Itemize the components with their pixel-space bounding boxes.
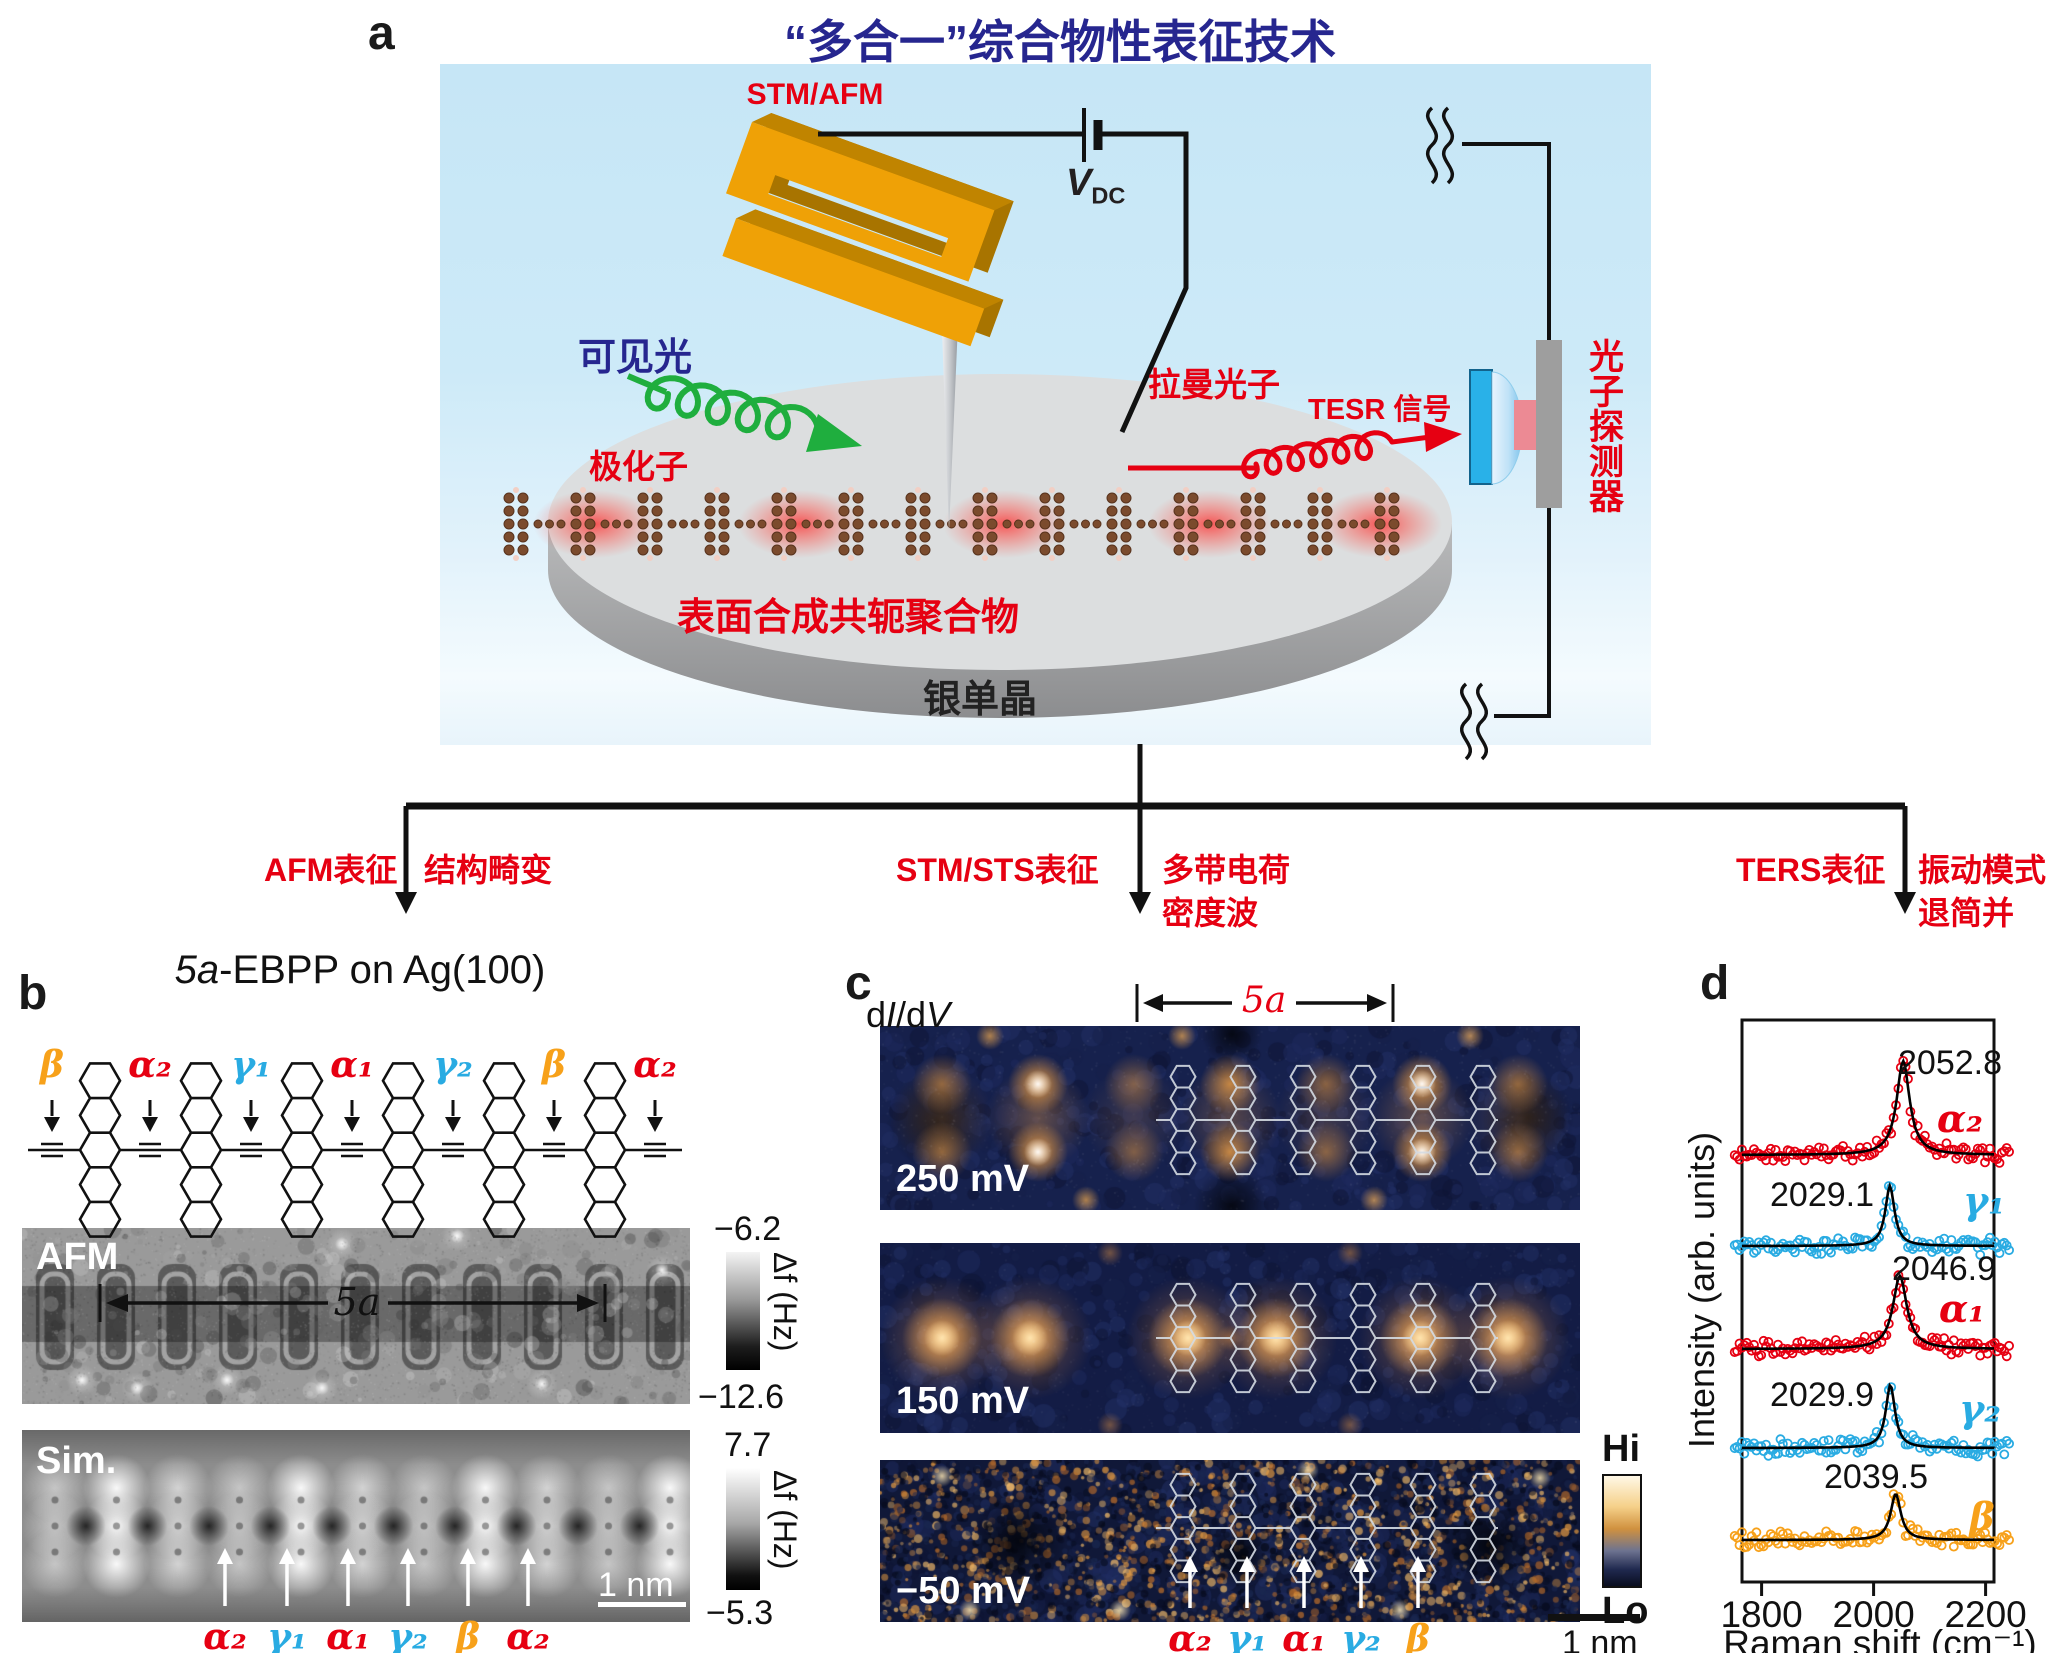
sim-image-tag: Sim.: [36, 1440, 117, 1482]
photon-detector-label: 光子探测器: [1584, 338, 1623, 513]
raman-y-axis-label: Intensity (arb. units): [1681, 1131, 1722, 1449]
site-label: α₂: [633, 1044, 677, 1086]
panel-c-label: c: [845, 957, 873, 1010]
b-bottom-label: β: [456, 1616, 480, 1653]
visible-light-label: 可见光: [578, 337, 693, 379]
c-bottom-label: β: [1406, 1618, 1430, 1653]
mode-name-label: α₂: [1937, 1096, 1983, 1141]
didv-v: V: [926, 994, 951, 1035]
bias-150mv: 150 mV: [896, 1380, 1030, 1422]
panel-a-label: a: [368, 7, 396, 60]
afm-image-tag: AFM: [36, 1236, 119, 1278]
schematic-background: [440, 64, 1651, 745]
unit-cell-span-b: 5a: [333, 1280, 381, 1324]
tick-label: 2000: [1832, 1594, 1915, 1635]
sim-colorbar-min: −5.3: [706, 1594, 774, 1632]
b-bottom-label: α₁: [326, 1616, 370, 1653]
peak-value-label: 2039.5: [1824, 1458, 1928, 1496]
branch-ters-result2: 退简并: [1918, 895, 2015, 931]
bias-subscript: DC: [1091, 182, 1126, 209]
site-label: α₁: [330, 1044, 374, 1086]
peak-value-label: 2052.8: [1898, 1044, 2002, 1082]
mode-name-label: β: [1969, 1494, 1995, 1539]
branch-ters-method: TERS表征: [1736, 852, 1886, 888]
afm-simulation-image: [22, 1430, 690, 1622]
bias-symbol: V: [1066, 162, 1092, 204]
sts-scalebar-text: 1 nm: [1562, 1624, 1638, 1653]
b-bottom-label: γ₂: [388, 1616, 428, 1653]
colorbar-lo-label: Lo: [1602, 1590, 1649, 1632]
raman-x-axis-label: Raman shift (cm⁻¹): [1723, 1623, 2037, 1653]
colorbar-hi-label: Hi: [1602, 1428, 1640, 1470]
sim-colorbar: [726, 1468, 760, 1590]
probe-label: STM/AFM: [746, 78, 884, 111]
peak-value-label: 2046.9: [1892, 1250, 1996, 1288]
tick-label: 1800: [1720, 1594, 1803, 1635]
b-bottom-label: α₂: [506, 1616, 550, 1653]
polaron-label: 极化子: [589, 448, 688, 485]
afm-colorbar: [726, 1252, 760, 1370]
substrate-label: 银单晶: [922, 679, 1038, 721]
panel-d-label: d: [1700, 957, 1731, 1010]
afm-colorbar-min: −12.6: [698, 1378, 785, 1416]
b-bottom-label: γ₁: [267, 1616, 307, 1653]
didv-d2: /d: [896, 994, 927, 1035]
branch-afm-result: 结构畸变: [424, 852, 553, 888]
bias-label: VDC: [1066, 162, 1125, 210]
b-bottom-label: α₂: [203, 1616, 247, 1653]
branch-afm-method: AFM表征: [264, 852, 398, 888]
peak-value-label: 2029.1: [1770, 1176, 1874, 1214]
polymer-label: 表面合成共轭聚合物: [676, 597, 1020, 639]
c-bottom-label: α₁: [1282, 1618, 1326, 1653]
c-bottom-label: γ₂: [1341, 1618, 1381, 1653]
raman-photon-label: 拉曼光子: [1148, 366, 1280, 403]
panel-b-title-italic: 5a: [174, 948, 220, 992]
didv-label: dI/dV: [866, 994, 950, 1036]
site-label: α₂: [128, 1044, 172, 1086]
polymer-structure: [28, 1062, 682, 1238]
panel-b-label: b: [18, 967, 49, 1020]
sim-colorbar-unit: Δf (Hz): [767, 1470, 803, 1570]
c-bottom-label: α₂: [1168, 1618, 1212, 1653]
mode-name-label: γ₂: [1959, 1386, 2001, 1431]
site-label: γ₁: [231, 1044, 271, 1086]
sim-scalebar-text: 1 nm: [598, 1566, 674, 1604]
didv-colorbar: [1602, 1474, 1642, 1588]
panel-b-title: 5a-EBPP on Ag(100): [175, 948, 546, 993]
tesr-signal-label: TESR 信号: [1308, 394, 1452, 426]
branch-sts-result2: 密度波: [1162, 895, 1259, 931]
branch-sts-result1: 多带电荷: [1162, 852, 1291, 888]
branch-sts-method: STM/STS表征: [896, 852, 1099, 888]
raman-fit-β: [1742, 1493, 1994, 1542]
unit-cell-span-c: 5a: [1241, 980, 1287, 1021]
mode-name-label: α₁: [1939, 1286, 1985, 1331]
site-label: γ₂: [433, 1044, 473, 1086]
branch-ters-result1: 振动模式: [1918, 852, 2047, 888]
peak-value-label: 2029.9: [1770, 1376, 1874, 1414]
afm-colorbar-unit: Δf (Hz): [767, 1252, 803, 1352]
bias-neg50mv: −50 mV: [896, 1570, 1031, 1612]
bias-250mv: 250 mV: [896, 1158, 1030, 1200]
site-label: β: [40, 1044, 64, 1086]
site-label: β: [542, 1044, 566, 1086]
panel-b-title-rest: -EBPP on Ag(100): [219, 948, 546, 992]
c-bottom-label: γ₁: [1227, 1618, 1267, 1653]
tick-label: 2200: [1944, 1594, 2027, 1635]
didv-i: I: [886, 994, 897, 1035]
didv-d1: d: [866, 994, 887, 1035]
afm-colorbar-max: −6.2: [714, 1210, 782, 1248]
sim-colorbar-max: 7.7: [724, 1426, 772, 1464]
mode-name-label: γ₁: [1963, 1178, 2005, 1223]
figure-title: “多合一”综合物性表征技术: [784, 16, 1336, 68]
